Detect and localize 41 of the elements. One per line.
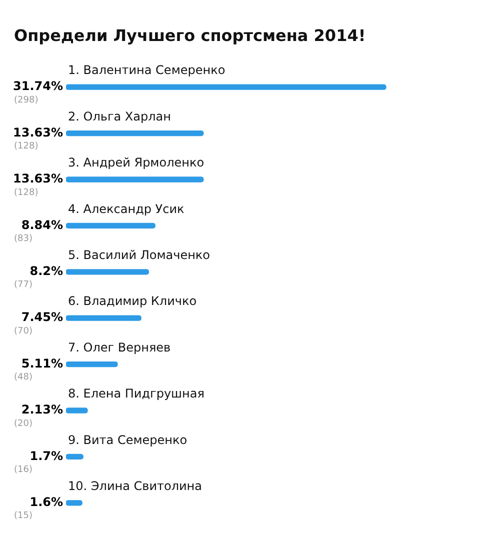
- text: (15): [14, 511, 32, 522]
- y-tick-label: 10. Элина Свитолина: [68, 479, 202, 494]
- text: (70): [14, 326, 32, 336]
- bar: [66, 130, 204, 136]
- y-tick-label: 2. Ольга Харлан: [68, 109, 171, 124]
- y-tick-label: 8. Елена Пидгрушная: [68, 386, 204, 401]
- data-label: 2.13%: [21, 402, 63, 417]
- text: (48): [14, 372, 32, 383]
- data-label: 8.84%: [21, 218, 63, 232]
- bar: [66, 315, 142, 321]
- text: (16): [14, 465, 32, 476]
- text: (128): [14, 188, 38, 198]
- bar: [66, 361, 118, 368]
- data-label: 5.11%: [21, 356, 63, 370]
- y-tick-label: 7. Олег Верняев: [68, 340, 171, 354]
- text: (77): [14, 280, 32, 290]
- data-label: 31.74%: [13, 79, 63, 94]
- data-label: 1.6%: [30, 495, 63, 510]
- data-label: 13.63%: [13, 125, 63, 140]
- data-label: 7.45%: [21, 310, 63, 324]
- y-tick-label: 9. Вита Семеренко: [68, 432, 188, 447]
- bar: [66, 176, 204, 182]
- bar: [66, 84, 386, 90]
- text: (298): [14, 95, 38, 106]
- chart-title: Определи Лучшего спортсмена 2014!: [14, 26, 366, 45]
- bar: [66, 500, 82, 506]
- text: (20): [14, 418, 32, 429]
- data-label: 8.2%: [30, 264, 63, 278]
- y-tick-label: 5. Василий Ломаченко: [68, 248, 210, 262]
- bar: [66, 454, 84, 460]
- text: (128): [14, 142, 38, 152]
- data-label: 1.7%: [30, 448, 63, 463]
- y-tick-label: 4. Александр Усик: [68, 202, 184, 216]
- y-tick-label: 1. Валентина Семеренко: [68, 63, 226, 78]
- bar: [66, 222, 156, 229]
- bar: [66, 269, 149, 275]
- text: (83): [14, 234, 32, 244]
- y-tick-label: 3. Андрей Ярмоленко: [68, 156, 204, 170]
- bar: [66, 408, 88, 414]
- data-label: 13.63%: [13, 172, 63, 186]
- y-tick-label: 6. Владимир Кличко: [68, 294, 197, 308]
